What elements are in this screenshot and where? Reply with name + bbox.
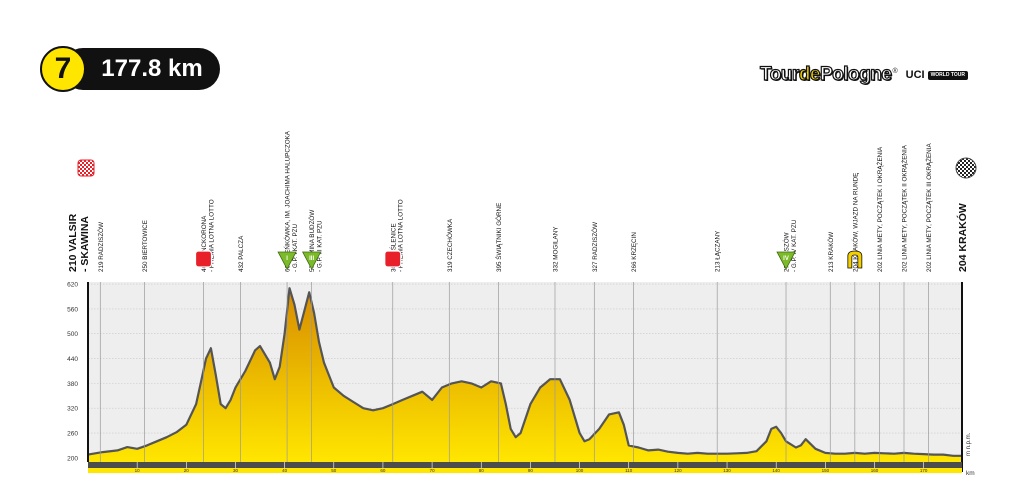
y-axis-label: m n.p.m.: [966, 432, 972, 456]
start-flag-icon: [77, 159, 95, 177]
waypoint-label: 213 ŁĄCZANY: [715, 230, 722, 272]
x-tick-label: 90: [528, 468, 534, 473]
stage-number-badge: 7: [40, 46, 86, 92]
elevation-fill: [88, 288, 962, 462]
waypoint-label: 213 KRAKÓW: [826, 232, 835, 272]
waypoint-label: 202 LINIA METY, POCZĄTEK I OKRĄŻENIA: [875, 146, 884, 272]
y-tick-label: 440: [67, 356, 78, 363]
waypoint-label: 603 BIEŃKÓWKA, IM. JOACHIMA HALUPCZOKA- …: [283, 130, 299, 272]
y-tick-label: 320: [67, 406, 78, 413]
x-axis-bar: [88, 462, 962, 468]
waypoint-label: 202 LINIA METY, POCZĄTEK III OKRĄŻENIA: [924, 143, 933, 272]
waypoint-label: 327 RADZISZÓW: [590, 222, 599, 272]
x-tick-label: 60: [380, 468, 386, 473]
waypoint-label: 319 CZECHÓWKA: [445, 218, 454, 272]
waypoint-label: 432 PALCZA: [238, 235, 245, 272]
x-tick-label: 150: [822, 468, 830, 473]
waypoint-label: 332 MOGILANY: [552, 226, 559, 272]
elevation-area: [87, 287, 962, 462]
x-tick-label: 170: [920, 468, 928, 473]
y-tick-label: 620: [67, 282, 78, 289]
kom-icon: [776, 251, 796, 270]
registered-mark: ®: [892, 67, 898, 75]
y-tick-label: 560: [67, 306, 78, 313]
finish-label: 204 KRAKÓW: [956, 203, 969, 272]
kom-category-label: III: [309, 256, 314, 262]
x-tick-label: 120: [674, 468, 682, 473]
waypoint-label: 202 LINIA METY, POCZĄTEK II OKRĄŻENIA: [899, 144, 908, 272]
loop-entry-icon: [847, 250, 863, 269]
waypoint-label: 466 LANCKORONA- PREMIA LOTNA LOTTO: [201, 199, 215, 272]
x-tick-label: 160: [871, 468, 879, 473]
x-tick-label: 20: [184, 468, 190, 473]
x-axis-label: km: [966, 470, 975, 477]
x-axis: 10 20 30 40 50 60 70 80 90 100 110 120 130 140 150 160 1…: [88, 462, 975, 477]
waypoint-label: 266 KRZĘCIN: [631, 232, 638, 272]
y-tick-label: 500: [67, 331, 78, 338]
x-tick-label: 50: [331, 468, 337, 473]
kom-category-label: IV: [783, 256, 789, 262]
x-axis-strip: [88, 468, 962, 473]
start-label: 210 VALSIR- SKAWINA: [67, 213, 91, 272]
x-tick-label: 30: [233, 468, 239, 473]
x-tick-label: 70: [430, 468, 436, 473]
x-tick-label: 110: [625, 468, 633, 473]
sprint-icon: [384, 250, 402, 268]
kom-category-label: I: [286, 256, 288, 262]
x-tick-label: 140: [772, 468, 780, 473]
world-tour-badge: WORLD TOUR: [927, 70, 968, 80]
y-tick-label: 200: [67, 455, 78, 462]
waypoint-label: 571 GMINA BUDZÓW- G.P. III KAT. PZU: [307, 210, 323, 272]
waypoint-label: 204 KRAKÓW, WJAZD NA RUNDĘ: [850, 173, 859, 272]
kom-icon: [301, 251, 322, 270]
waypoint-lines: [99, 282, 929, 462]
sprint-icon: [194, 250, 213, 268]
tour-de-pologne-logo: TourdePologne ® UCI WORLD TOUR: [759, 63, 968, 86]
waypoint-label: 250 BIERTOWICE: [142, 220, 149, 272]
x-tick-label: 130: [723, 468, 731, 473]
waypoint-markers: I III IV: [77, 157, 977, 270]
uci-logo: UCI: [905, 69, 925, 81]
finish-flag-icon: [955, 157, 977, 179]
elevation-series-line: [87, 287, 962, 457]
kom-icon: [277, 251, 297, 270]
y-axis: 200 260 320 380 440 500 560 620 m n.p.m.: [67, 282, 972, 472]
y-tick-label: 380: [67, 381, 78, 388]
x-tick-label: 10: [135, 468, 141, 473]
y-tick-label: 260: [67, 431, 78, 438]
x-tick-label: 80: [479, 468, 485, 473]
waypoint-label: 395 ŚWIĄTNIKI GÓRNE: [494, 203, 503, 272]
waypoint-label: 219 RADZISZÓW: [96, 222, 105, 272]
stage-distance: 177.8 km: [62, 48, 220, 90]
waypoint-label: 301 MYŚLENICE- PREMIA LOTNA LOTTO: [388, 199, 404, 272]
x-tick-label: 100: [576, 468, 584, 473]
x-tick-label: 40: [282, 468, 288, 473]
logo-wordmark: TourdePologne: [759, 63, 892, 85]
